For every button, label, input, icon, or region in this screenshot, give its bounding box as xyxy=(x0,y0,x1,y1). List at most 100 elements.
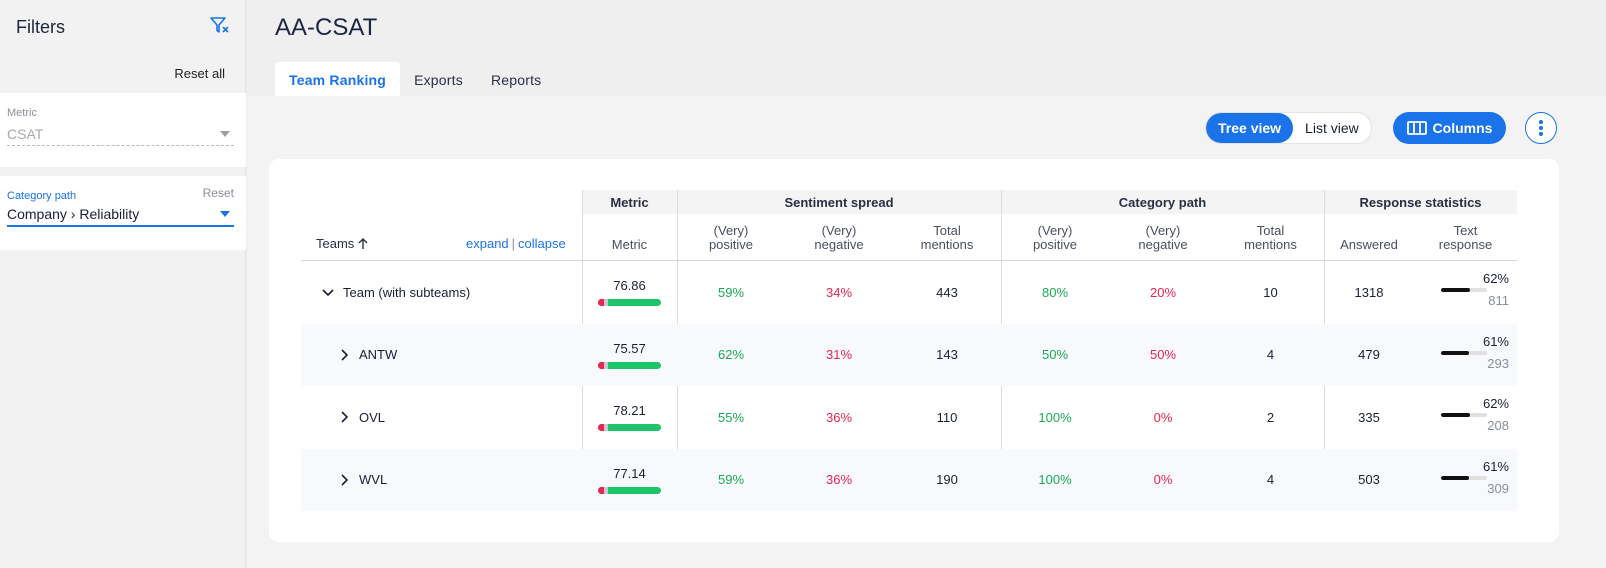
group-category-path: Category path xyxy=(1001,190,1324,214)
text-response-count: 293 xyxy=(1487,355,1509,371)
metric-cell: 77.14 xyxy=(582,449,677,511)
team-name-label: WVL xyxy=(359,472,388,487)
text-response-fill xyxy=(1441,413,1470,417)
sentiment-negative-cell: 36% xyxy=(825,409,853,425)
chevron-down-icon[interactable] xyxy=(220,131,230,137)
tree-view-button[interactable]: Tree view xyxy=(1206,113,1294,143)
teams-sort-header[interactable]: Teams xyxy=(316,236,368,251)
chevron-down-icon[interactable] xyxy=(220,211,230,217)
chevron-down-icon[interactable] xyxy=(321,285,335,299)
category-positive-cell: 100% xyxy=(1038,472,1072,487)
text-response-bar xyxy=(1441,413,1487,417)
group-response-statistics: Response statistics xyxy=(1324,190,1517,214)
chevron-right-icon[interactable] xyxy=(337,410,351,424)
metric-filter-underline xyxy=(7,145,234,146)
chevron-right-icon[interactable] xyxy=(337,473,351,487)
chevron-right-icon[interactable] xyxy=(337,348,351,362)
text-response-percent: 61% xyxy=(1482,458,1509,474)
metric-distribution-bar xyxy=(598,361,661,369)
columns-button[interactable]: Columns xyxy=(1393,112,1506,144)
tab-reports[interactable]: Reports xyxy=(490,72,542,88)
table-row[interactable]: WVL 77.14 59% 36% 190 100% 0% 4 503 61% 309 xyxy=(301,448,1517,511)
category-filter-value: Company › Reliability xyxy=(7,206,140,222)
category-total-cell: 10 xyxy=(1263,284,1278,300)
team-name-cell[interactable]: WVL xyxy=(337,449,387,511)
negative-segment xyxy=(598,361,605,369)
metric-cell: 76.86 xyxy=(582,261,677,323)
sentiment-total-header[interactable]: Total mentions xyxy=(920,223,974,252)
filters-title: Filters xyxy=(16,17,65,37)
metric-cell: 75.57 xyxy=(582,324,677,386)
list-view-button[interactable]: List view xyxy=(1305,120,1359,136)
answered-cell: 479 xyxy=(1358,347,1380,362)
metric-distribution-bar xyxy=(598,299,661,306)
sentiment-negative-header[interactable]: (Very) negative xyxy=(814,223,864,252)
team-name-cell[interactable]: ANTW xyxy=(337,324,397,386)
team-name-cell[interactable]: OVL xyxy=(337,386,385,448)
category-filter-reset[interactable]: Reset xyxy=(202,186,234,200)
category-total-header[interactable]: Total mentions xyxy=(1244,223,1297,252)
arrow-up-icon xyxy=(358,237,368,249)
sentiment-total-cell: 143 xyxy=(936,347,958,362)
answered-cell: 335 xyxy=(1358,409,1380,425)
filter-clear-icon[interactable] xyxy=(208,14,230,36)
sentiment-negative-cell: 31% xyxy=(825,347,853,362)
text-response-fill xyxy=(1441,475,1470,480)
neutral-segment xyxy=(604,361,609,369)
sentiment-positive-cell: 59% xyxy=(717,284,745,300)
category-negative-cell: 20% xyxy=(1149,284,1177,300)
more-vertical-icon xyxy=(1539,120,1543,136)
category-positive-header[interactable]: (Very) positive xyxy=(1032,223,1078,252)
tab-exports[interactable]: Exports xyxy=(414,72,463,88)
text-response-fill xyxy=(1441,288,1470,292)
page-title: AA-CSAT xyxy=(275,14,378,41)
negative-segment xyxy=(598,299,605,306)
text-response-percent: 61% xyxy=(1482,333,1509,349)
columns-icon xyxy=(1406,121,1427,135)
filters-sidebar: Filters Reset all Metric CSAT Category p… xyxy=(0,0,246,568)
metric-value: 75.57 xyxy=(613,340,646,356)
sentiment-negative-cell: 36% xyxy=(825,472,853,487)
category-positive-cell: 50% xyxy=(1041,347,1069,362)
text-response-count: 309 xyxy=(1487,480,1509,496)
table-row[interactable]: ANTW 75.57 62% 31% 143 50% 50% 4 479 61% 293 xyxy=(301,323,1517,386)
tab-team-ranking[interactable]: Team Ranking xyxy=(275,62,401,97)
text-response-count: 208 xyxy=(1487,418,1509,433)
expand-all-link[interactable]: expand xyxy=(466,236,509,251)
group-metric: Metric xyxy=(582,190,677,214)
metric-column-header[interactable]: Metric xyxy=(611,237,648,252)
text-response-header[interactable]: Text response xyxy=(1438,223,1493,252)
text-response-count: 811 xyxy=(1488,293,1509,308)
sentiment-total-cell: 110 xyxy=(936,409,958,425)
collapse-all-link[interactable]: collapse xyxy=(518,236,566,251)
header-divider xyxy=(301,260,1517,261)
category-total-cell: 4 xyxy=(1266,347,1275,362)
sentiment-positive-header[interactable]: (Very) positive xyxy=(708,223,754,252)
sentiment-total-cell: 443 xyxy=(936,284,958,300)
answered-cell: 1318 xyxy=(1354,284,1384,300)
category-total-cell: 4 xyxy=(1266,472,1275,487)
text-response-cell: 61% 293 xyxy=(1421,324,1521,386)
team-name-cell[interactable]: Team (with subteams) xyxy=(321,261,470,323)
metric-cell: 78.21 xyxy=(582,386,677,448)
columns-label: Columns xyxy=(1432,120,1493,136)
expand-collapse-controls: expand | collapse xyxy=(466,236,566,251)
category-filter-label: Category path xyxy=(7,190,77,202)
reset-all-link[interactable]: Reset all xyxy=(174,66,225,81)
category-negative-header[interactable]: (Very) negative xyxy=(1138,223,1188,252)
metric-filter[interactable]: Metric CSAT xyxy=(0,93,246,167)
answered-header[interactable]: Answered xyxy=(1340,237,1398,252)
answered-cell: 503 xyxy=(1358,472,1380,487)
table-row[interactable]: OVL 78.21 55% 36% 110 100% 0% 2 335 62% 208 xyxy=(301,386,1517,448)
text-response-percent: 62% xyxy=(1482,271,1509,286)
category-path-filter[interactable]: Category path Reset Company › Reliabilit… xyxy=(0,176,246,250)
view-toggle: Tree view List view xyxy=(1205,112,1372,144)
metric-distribution-bar xyxy=(598,486,661,494)
text-response-bar xyxy=(1441,475,1487,480)
metric-value: 78.21 xyxy=(613,403,646,418)
table-row[interactable]: Team (with subteams) 76.86 59% 34% 443 80% 20%… xyxy=(301,261,1517,323)
more-options-button[interactable] xyxy=(1525,112,1557,144)
team-name-label: OVL xyxy=(359,409,386,425)
text-response-cell: 62% 811 xyxy=(1421,261,1521,323)
team-name-label: ANTW xyxy=(359,347,398,362)
